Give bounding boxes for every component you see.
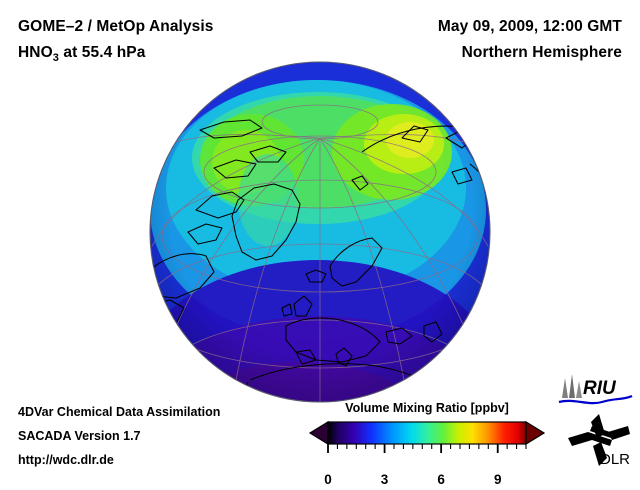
- globe-map-panel: [0, 60, 640, 405]
- coast-baffin: [187, 223, 223, 245]
- datetime-label: May 09, 2009, 12:00 GMT: [437, 18, 622, 35]
- coast-black-sea: [385, 327, 413, 345]
- website-url[interactable]: http://wdc.dlr.de: [18, 453, 114, 467]
- species-suffix: at 55.4 hPa: [58, 44, 146, 61]
- colorbar-under-arrow: [308, 420, 329, 446]
- riu-wave-icon: [558, 394, 633, 405]
- coast-siberia-island: [451, 167, 473, 185]
- riu-wordmark: RIU: [583, 378, 617, 399]
- graticule: [150, 104, 490, 402]
- dlr-pinwheel-icon: [568, 414, 630, 466]
- colorbar-over-arrow: [525, 420, 546, 446]
- globe-field: [150, 62, 490, 402]
- riu-logo-svg: RIU: [558, 374, 633, 405]
- coast-caspian: [423, 321, 443, 343]
- globe-outline: [149, 61, 491, 403]
- riu-tower-icon: [562, 374, 582, 398]
- header-left-block: GOME–2 / MetOp Analysis HNO3 at 55.4 hPa: [18, 14, 348, 71]
- coast-italy: [335, 347, 353, 367]
- footer-credits-block: 4DVar Chemical Data Assimilation SACADA …: [18, 400, 318, 472]
- coast-alaska: [199, 119, 263, 139]
- coast-ireland: [281, 303, 293, 317]
- coast-svalbard: [351, 175, 369, 191]
- dlr-logo: DLR: [566, 412, 636, 470]
- colorbar-ticks: [327, 444, 527, 453]
- version-label: SACADA Version 1.7: [18, 429, 141, 443]
- analysis-title: GOME–2 / MetOp Analysis: [18, 18, 214, 35]
- coast-north-america: [150, 253, 215, 299]
- hemisphere-label: Northern Hemisphere: [461, 44, 622, 61]
- dlr-logo-svg: DLR: [568, 414, 630, 468]
- species-subscript: 3: [52, 52, 59, 65]
- coast-novaya-zemlya: [401, 125, 429, 143]
- colorbar-svg: [308, 420, 546, 453]
- coast-iberia: [295, 349, 317, 365]
- orthographic-globe: [149, 61, 491, 403]
- coast-greenland: [231, 183, 301, 261]
- meridian-e30: [319, 137, 407, 391]
- coast-ellesmere: [195, 191, 245, 219]
- assimilation-label: 4DVar Chemical Data Assimilation: [18, 405, 221, 419]
- riu-logo: RIU: [556, 372, 634, 406]
- species-prefix: HNO: [18, 44, 53, 61]
- meridian-w90: [151, 137, 321, 247]
- meridian-e90: [319, 137, 489, 247]
- species-level-title: HNO3 at 55.4 hPa: [18, 40, 348, 71]
- colorbar-title: Volume Mixing Ratio [ppbv]: [345, 401, 509, 415]
- header-right-block: May 09, 2009, 12:00 GMT Northern Hemisph…: [322, 14, 622, 66]
- coast-scandinavia: [329, 237, 383, 287]
- meridian-w30: [233, 137, 321, 391]
- dlr-wordmark: DLR: [600, 451, 630, 468]
- colorbar-gradient-bar: [327, 421, 527, 445]
- coast-britain: [293, 295, 313, 317]
- coast-iceland: [305, 269, 327, 283]
- coast-arctic-islands: [213, 159, 257, 179]
- coast-arctic-islands-2: [249, 145, 287, 163]
